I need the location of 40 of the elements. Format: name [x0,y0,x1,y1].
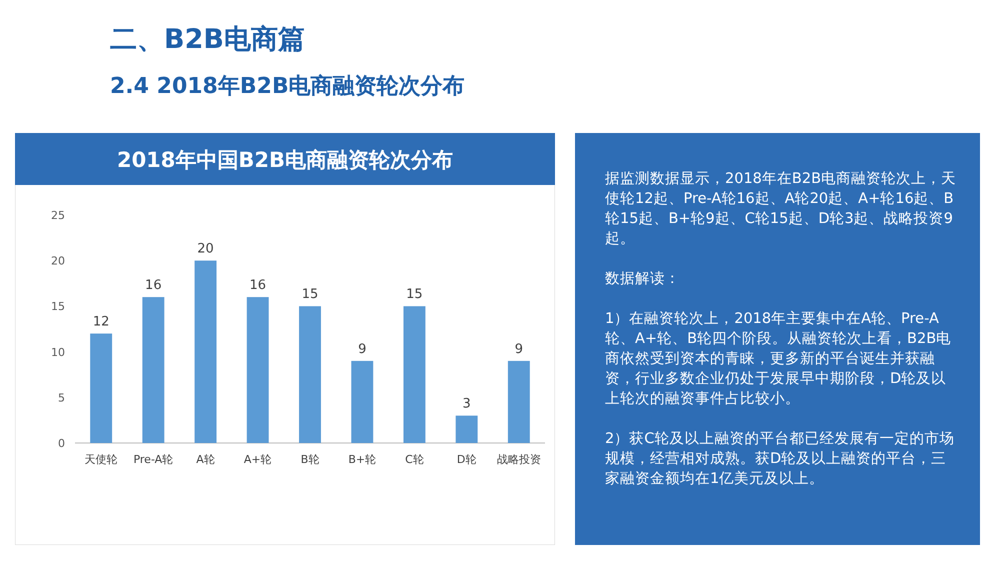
text: 2.4 2018年B2B电商融资轮次分布 [110,73,466,101]
bar [351,360,374,443]
x-tick-label: 战略投资 [496,453,541,466]
data-label: 16 [145,278,162,294]
y-tick-label: 0 [58,437,65,450]
bar [246,297,269,443]
bar [90,334,112,443]
x-tick-label: B轮 [300,453,320,466]
data-label: 9 [358,342,366,357]
x-tick-label: 天使轮 [84,453,118,466]
text: 据监测数据显示，2018年在B2B电商融资轮次上，天使轮12起、Pre-A轮16起、A轮20起、A+轮16起、B轮15起、B+轮9起、C轮15起、D轮3起、战略投资9起。 [605,170,958,249]
y-tick-label: 15 [51,300,65,314]
y-tick-label: 25 [51,209,65,222]
text: 1）在融资轮次上，2018年主要集中在A轮、Pre-A轮、A+轮、B轮四个阶段。从融资轮次上看，B2B电商依然受到资本的青睐，更多新的平台诞生并获融资，行业多数企业仍处于发展早中期阶段，D轮及以上轮次的融资事件占比较小。 [605,310,952,409]
bar [403,306,426,443]
chart-title: 2018年中国B2B电商融资轮次分布 [116,148,454,172]
data-label: 15 [406,287,423,302]
x-tick-label: A+轮 [244,453,272,466]
data-label: 16 [250,278,266,294]
x-tick-label: Pre-A轮 [133,453,174,466]
x-tick-label: D轮 [456,453,476,466]
bar [142,297,164,443]
y-tick-label: 5 [58,391,65,404]
data-label: 15 [302,287,318,302]
y-tick-label: 20 [51,254,65,268]
y-tick-label: 10 [51,346,65,359]
data-label: 20 [197,242,214,257]
text: 数据解读： [605,270,681,289]
text: 2）获C轮及以上融资的平台都已经发展有一定的市场规模，经营相对成熟。获D轮及以上融资的平台，三家融资金额均在1亿美元及以上。 [605,430,956,489]
text: 二、B2B电商篇 [110,23,306,57]
data-label: 3 [462,396,471,412]
data-label: 9 [514,342,524,357]
x-tick-label: A轮 [196,453,215,466]
bar [508,360,530,443]
x-tick-label: B+轮 [348,453,376,466]
bar [194,260,217,443]
bar [456,416,478,443]
data-label: 12 [92,314,110,330]
x-tick-label: C轮 [405,453,424,466]
bar [299,306,321,443]
